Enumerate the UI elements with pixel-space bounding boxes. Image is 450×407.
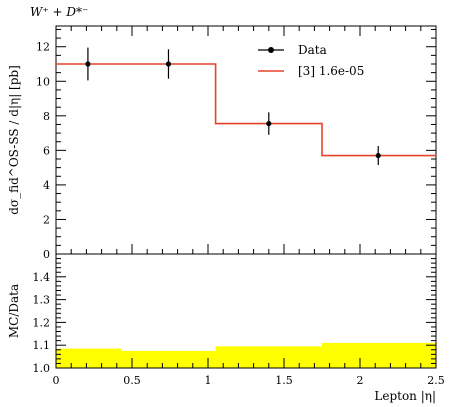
ratio-panel: 0 0.5 1 1.5 2 2.5 1.0 1.1 1.2 1.3 1.4 — [33, 253, 445, 387]
legend-label-mc: [3] 1.6e-05 — [298, 64, 364, 78]
x-tick-label: 2 — [357, 374, 364, 387]
main-plot-frame — [55, 25, 437, 255]
x-tick-label: 0 — [53, 374, 60, 387]
y-tick-label: 4 — [43, 179, 50, 192]
data-point — [266, 120, 272, 127]
ratio-band — [56, 342, 436, 368]
legend: Data [3] 1.6e-05 — [258, 43, 364, 78]
data-point — [85, 61, 91, 67]
legend-label-data: Data — [298, 43, 327, 57]
ratio-band-bin — [215, 346, 322, 368]
x-tick-label: 1 — [205, 374, 212, 387]
ratio-y-tick-label: 1.1 — [33, 339, 51, 352]
main-y-ticks: 0 2 4 6 8 10 12 — [36, 28, 436, 261]
x-axis-label: Lepton |η| — [374, 389, 436, 403]
y-tick-label: 6 — [43, 144, 50, 157]
data-point — [165, 61, 172, 67]
y-tick-label: 2 — [43, 213, 50, 226]
mc-step-line — [56, 63, 436, 157]
mc-step-series — [56, 63, 436, 157]
legend-data-marker — [268, 47, 274, 53]
ratio-y-tick-label: 1.0 — [33, 362, 51, 375]
ratio-band-bin — [322, 342, 436, 368]
ratio-band-bin — [121, 350, 216, 368]
y-tick-label: 8 — [43, 110, 50, 123]
data-points-series — [85, 47, 381, 166]
ratio-plot-frame — [55, 253, 437, 369]
ratio-y-tick-label: 1.4 — [33, 271, 51, 284]
x-tick-label: 2.5 — [427, 374, 445, 387]
chart-title: W⁺ + D*⁻ — [30, 5, 88, 19]
ratio-y-tick-label: 1.3 — [33, 294, 51, 307]
data-point — [375, 152, 381, 159]
ratio-band-bin — [56, 348, 122, 368]
main-panel: 0 2 4 6 8 10 12 — [36, 25, 437, 261]
y-axis-label: dσ_fid^OS-SS / d|η| [pb] — [7, 65, 21, 215]
x-tick-label: 0.5 — [123, 374, 141, 387]
y-tick-label: 10 — [36, 75, 50, 88]
ratio-x-ticks: 0 0.5 1 1.5 2 2.5 — [53, 358, 445, 387]
ratio-y-axis-label: MC/Data — [7, 284, 21, 338]
main-x-ticks — [55, 26, 437, 254]
y-tick-label: 12 — [36, 41, 50, 54]
ratio-y-tick-label: 1.2 — [33, 316, 51, 329]
y-tick-label: 0 — [43, 248, 50, 261]
x-tick-label: 1.5 — [275, 374, 293, 387]
ratio-y-ticks: 1.0 1.1 1.2 1.3 1.4 — [33, 253, 436, 375]
